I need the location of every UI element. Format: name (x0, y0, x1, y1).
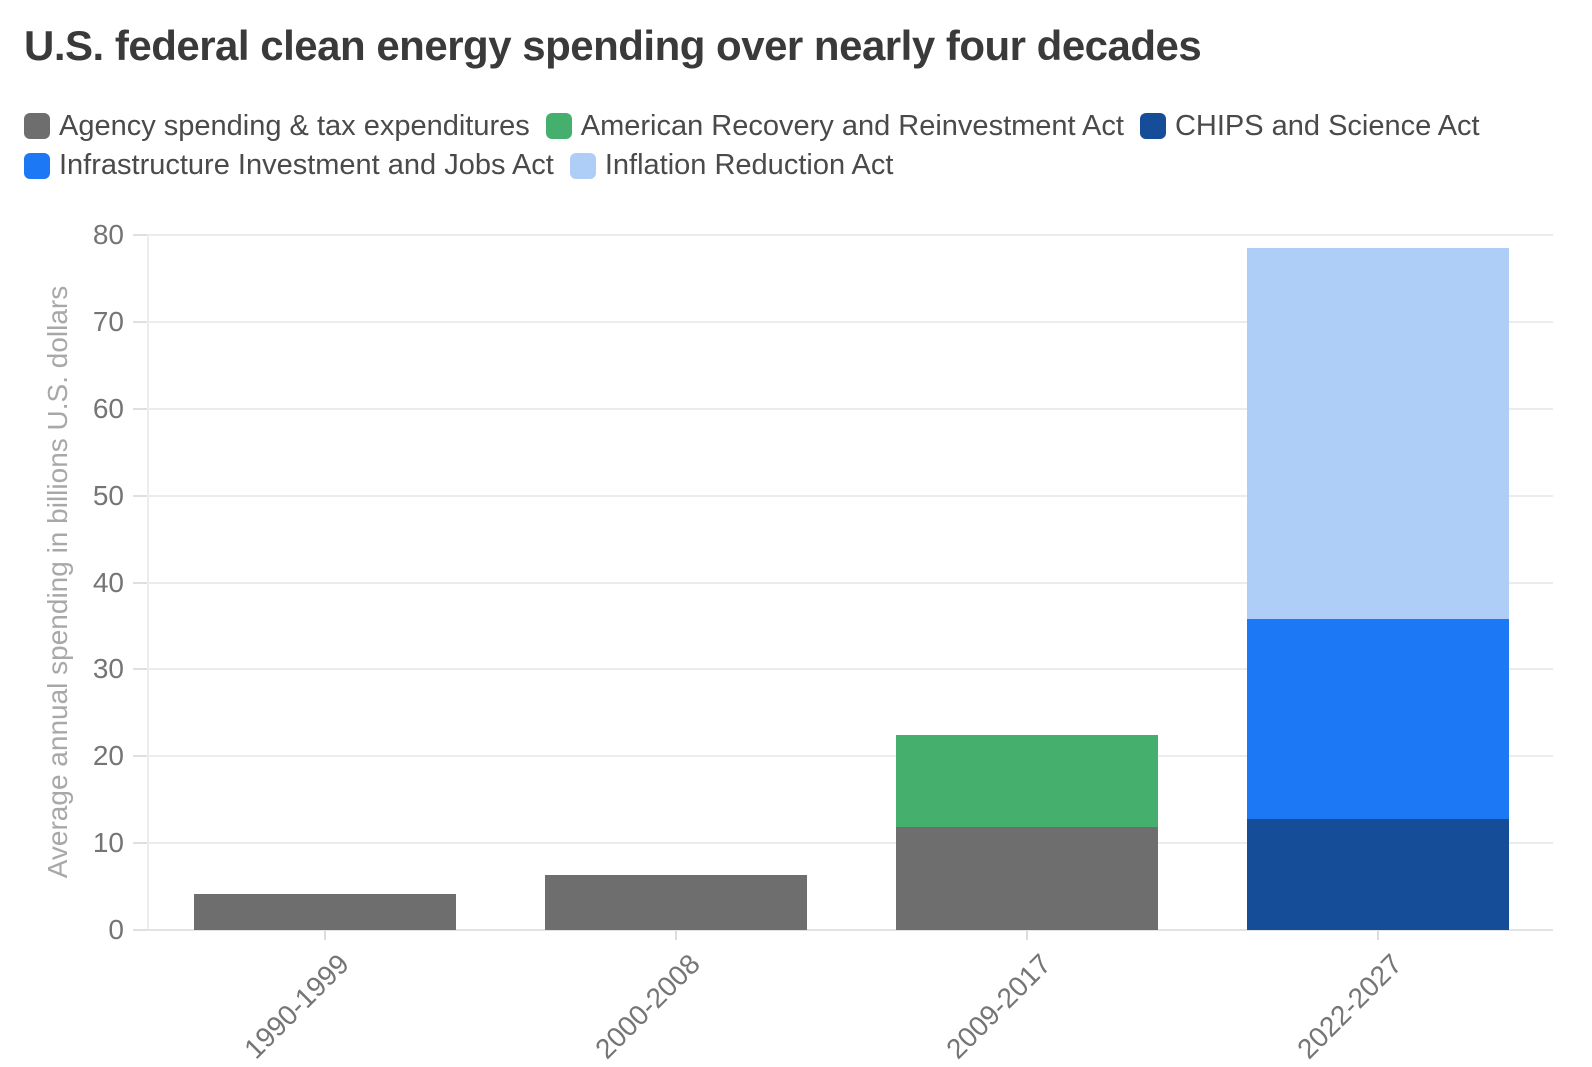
legend-swatch-icon (545, 113, 572, 140)
x-tick-mark (675, 931, 678, 940)
legend-label: Agency spending & tax expenditures (59, 110, 530, 142)
y-tick-label: 50 (92, 479, 124, 511)
y-tick-mark (133, 494, 147, 497)
legend-item: Infrastructure Investment and Jobs Act (24, 149, 554, 182)
y-tick-label: 60 (92, 392, 124, 424)
chart-title: U.S. federal clean energy spending over … (24, 22, 1202, 69)
legend-item: Inflation Reduction Act (569, 149, 894, 182)
gridline (147, 320, 1553, 323)
y-tick-mark (133, 668, 147, 671)
legend-label: Infrastructure Investment and Jobs Act (59, 149, 554, 182)
y-tick-mark (133, 407, 147, 410)
legend-label: CHIPS and Science Act (1174, 110, 1480, 142)
gridline (147, 494, 1553, 497)
y-tick-label: 30 (92, 653, 124, 685)
gridline (147, 755, 1553, 758)
gridline (147, 668, 1553, 671)
bar-segment (194, 893, 457, 930)
legend-label: Inflation Reduction Act (604, 149, 894, 182)
legend-item: American Recovery and Reinvestment Act (545, 110, 1124, 142)
y-tick-mark (133, 842, 147, 845)
y-tick-mark (133, 755, 147, 758)
legend-swatch-icon (24, 152, 50, 179)
x-tick-mark (324, 931, 327, 940)
legend-item: Agency spending & tax expenditures (24, 111, 530, 141)
y-tick-mark (133, 581, 147, 584)
bar-segment (1246, 618, 1509, 819)
y-tick-label: 80 (92, 219, 124, 250)
y-tick-label: 20 (92, 740, 124, 772)
legend-swatch-icon (24, 113, 50, 140)
legend-swatch-icon (1139, 113, 1166, 140)
y-tick-mark (133, 320, 147, 323)
legend-item: CHIPS and Science Act (1139, 110, 1480, 142)
bar-segment (1246, 818, 1509, 930)
y-tick-label: 40 (92, 566, 124, 598)
y-tick-mark (133, 929, 147, 931)
x-tick-label: 2000-2008 (589, 948, 707, 1065)
legend-label: American Recovery and Reinvestment Act (580, 110, 1124, 142)
x-tick-mark (1376, 931, 1379, 940)
legend-swatch-icon (569, 152, 596, 179)
x-tick-label: 2022-2027 (1290, 948, 1408, 1065)
bar-segment (1246, 248, 1509, 619)
bar-segment (545, 875, 808, 930)
gridline (147, 842, 1553, 845)
x-axis-line (147, 929, 1553, 931)
bar-segment (895, 827, 1158, 930)
y-tick-label: 70 (92, 305, 124, 337)
gridline (147, 581, 1553, 584)
y-tick-label: 10 (92, 827, 124, 859)
bar-segment (895, 735, 1158, 828)
x-tick-mark (1025, 931, 1028, 940)
gridline (147, 234, 1553, 236)
y-tick-mark (133, 234, 147, 236)
y-tick-label: 0 (108, 914, 124, 945)
x-tick-label: 1990-1999 (238, 948, 356, 1065)
x-tick-label: 2009-2017 (940, 948, 1057, 1065)
gridline (147, 407, 1553, 410)
legend: Agency spending & tax expenditures Americ… (24, 111, 1554, 181)
y-axis-line (147, 235, 149, 930)
